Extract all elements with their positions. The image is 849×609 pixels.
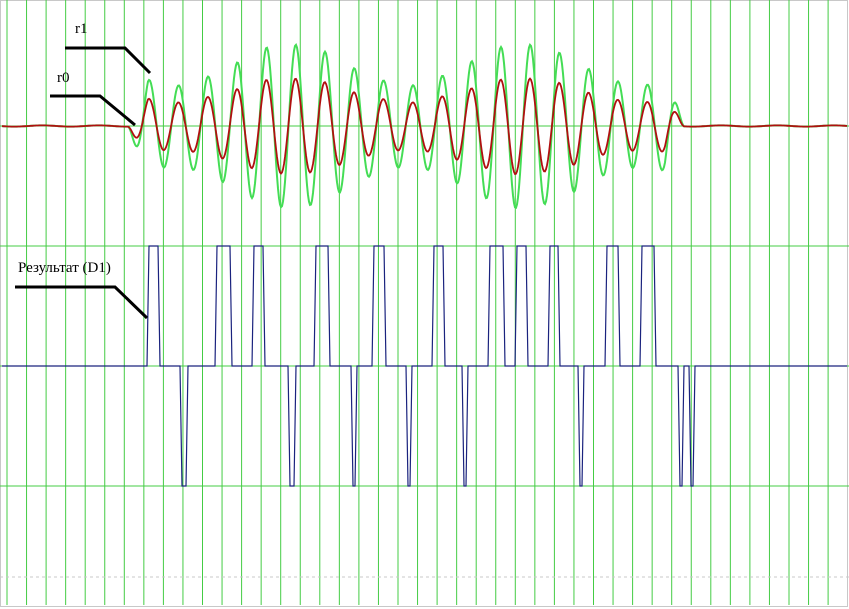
result-label: Результат (D1) xyxy=(18,260,111,276)
d1-waveform xyxy=(2,245,847,487)
result-leader xyxy=(15,285,149,320)
r1-leader xyxy=(65,46,152,75)
r0-leader xyxy=(50,94,136,127)
r1-label: r1 xyxy=(75,21,88,37)
r0-label: r0 xyxy=(57,70,70,86)
r0-waveform xyxy=(1,77,847,176)
